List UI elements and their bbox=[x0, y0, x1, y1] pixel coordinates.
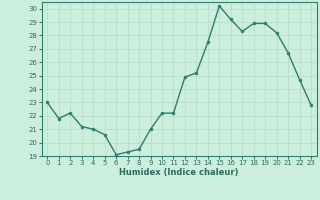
X-axis label: Humidex (Indice chaleur): Humidex (Indice chaleur) bbox=[119, 168, 239, 177]
